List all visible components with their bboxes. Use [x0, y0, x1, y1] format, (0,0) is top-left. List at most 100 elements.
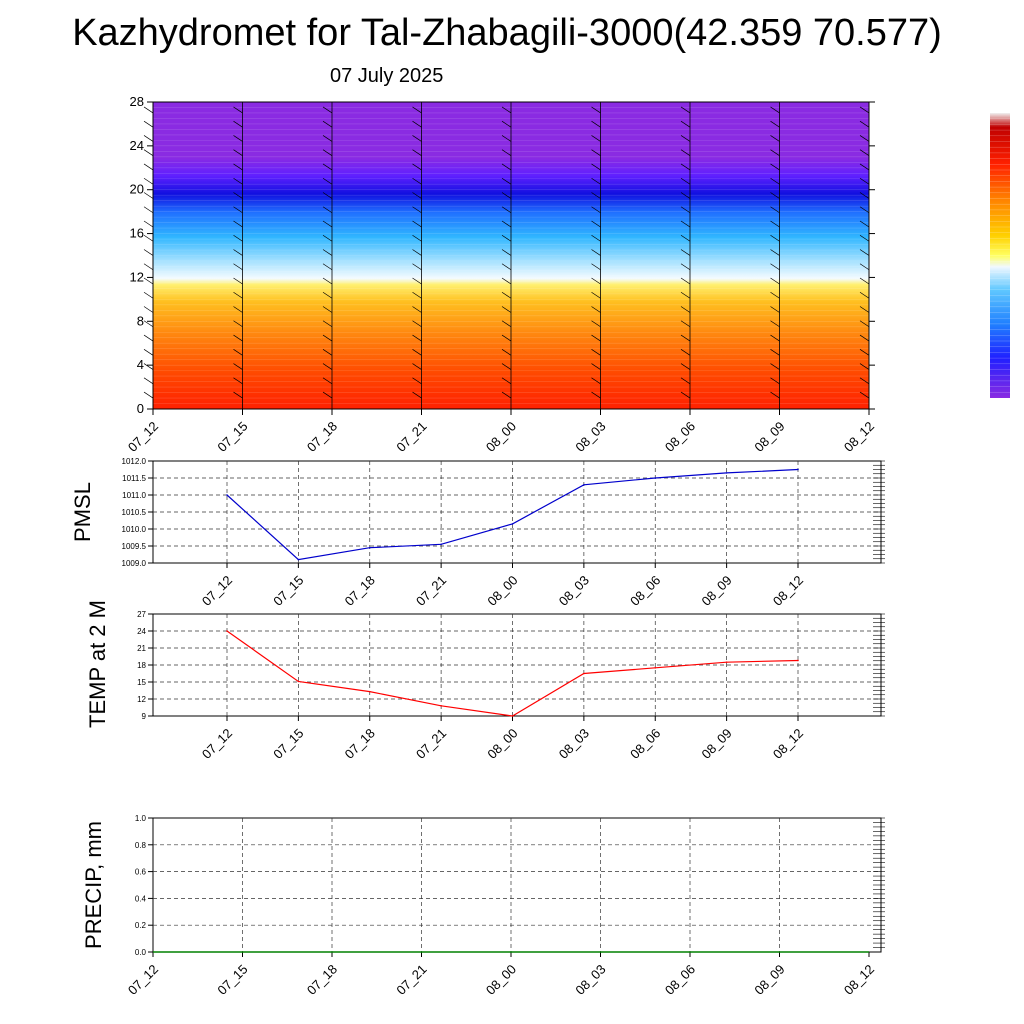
wind-barb [233, 377, 243, 385]
wind-barb [770, 263, 780, 271]
wind-barb [859, 149, 870, 157]
wind-barb [412, 249, 422, 256]
wind-barb [412, 206, 422, 214]
x-tick-label: 08_06 [662, 962, 698, 998]
wind-barb [322, 263, 333, 271]
wind-barb [770, 177, 780, 185]
wind-barb [143, 206, 154, 214]
wind-barb [233, 149, 243, 157]
wind-barb [143, 220, 154, 228]
x-tick-label: 07_21 [413, 726, 449, 762]
wind-barb [322, 377, 333, 385]
x-tick-label: 08_09 [699, 573, 735, 609]
wind-barb [680, 249, 691, 256]
wind-barb [680, 363, 691, 370]
y-tick-label: 21 [137, 644, 146, 653]
wind-barb [859, 249, 870, 256]
wind-barb [143, 277, 154, 285]
precip-panel: 1.0 0.8 0.6 0.4 0.2 0.0 07_12 07_15 07_18 07_21 08… [81, 814, 885, 998]
wind-barb [680, 348, 691, 356]
wind-barb [859, 135, 870, 142]
data-point [440, 543, 442, 546]
wind-barb [770, 320, 780, 328]
wind-barb [591, 291, 601, 299]
x-tick-label: 08_00 [483, 419, 519, 455]
wind-barb [680, 149, 691, 157]
wind-barb [412, 163, 422, 171]
x-tick-label: 08_12 [841, 962, 877, 998]
wind-barb [412, 234, 422, 242]
wind-barb [591, 192, 601, 199]
wind-barb [412, 177, 422, 185]
wind-barb [591, 348, 601, 356]
wind-barb [322, 206, 333, 214]
wind-barb [143, 377, 154, 385]
x-tick-label: 07_12 [125, 419, 161, 455]
wind-barb [233, 320, 243, 328]
x-tick-label: 08_09 [699, 726, 735, 762]
y-tick-label: 0.0 [135, 948, 147, 957]
y-tick-label: 12 [130, 269, 144, 284]
wind-barb [770, 206, 780, 214]
wind-barb [770, 377, 780, 385]
wind-barb [143, 192, 154, 199]
wind-barb [143, 320, 154, 328]
wind-barb [591, 177, 601, 185]
wind-barb [591, 377, 601, 385]
y-tick-label: 4 [137, 357, 144, 372]
x-tick-label: 07_15 [214, 419, 250, 455]
x-tick-label: 08_03 [556, 573, 592, 609]
wind-barb [233, 277, 243, 285]
wind-barb [680, 334, 691, 342]
x-tick-label: 07_21 [413, 573, 449, 609]
wind-barb [859, 220, 870, 228]
wind-barb [859, 306, 870, 313]
wind-barb [501, 149, 512, 157]
wind-barb [322, 177, 333, 185]
wind-barb [770, 163, 780, 171]
y-tick-label: 24 [130, 138, 144, 153]
wind-barb [233, 220, 243, 228]
wind-barb [770, 220, 780, 228]
wind-barb [412, 149, 422, 157]
wind-barb [770, 277, 780, 285]
wind-barb [591, 363, 601, 370]
wind-barb [233, 249, 243, 256]
wind-barb [412, 277, 422, 285]
wind-barb [680, 177, 691, 185]
y-tick-label: 1.0 [135, 814, 147, 823]
wind-barb [501, 334, 512, 342]
wind-barb [412, 391, 422, 399]
x-tick-label: 08_03 [572, 962, 608, 998]
wind-barb [770, 306, 780, 313]
data-point [440, 705, 442, 707]
wind-barb [591, 320, 601, 328]
y-tick-label: 15 [137, 678, 146, 687]
y-tick-label: 9 [142, 712, 147, 721]
y-tick-label: 1011.5 [122, 474, 146, 483]
wind-barb [859, 192, 870, 199]
x-tick-label: 08_09 [751, 962, 787, 998]
y-tick-label: 1010.5 [122, 508, 147, 517]
wind-barb [591, 263, 601, 271]
wind-barb [143, 291, 154, 299]
wind-barb [859, 391, 870, 399]
y-tick-label: 1011.0 [122, 491, 146, 500]
wind-barb [770, 391, 780, 399]
wind-barb [680, 234, 691, 242]
wind-barb [859, 163, 870, 171]
x-tick-label: 07_15 [270, 726, 306, 762]
wind-barb [859, 234, 870, 242]
x-tick-label: 07_12 [199, 573, 235, 609]
wind-barb [143, 334, 154, 342]
wind-barb [143, 177, 154, 185]
wind-barb [501, 192, 512, 199]
wind-barb [322, 149, 333, 157]
data-point [226, 494, 228, 496]
wind-barb [680, 120, 691, 128]
wind-barb [501, 177, 512, 185]
y-tick-label: 0 [137, 401, 144, 416]
wind-barb [501, 263, 512, 271]
wind-barb [859, 177, 870, 185]
wind-barb [412, 135, 422, 142]
